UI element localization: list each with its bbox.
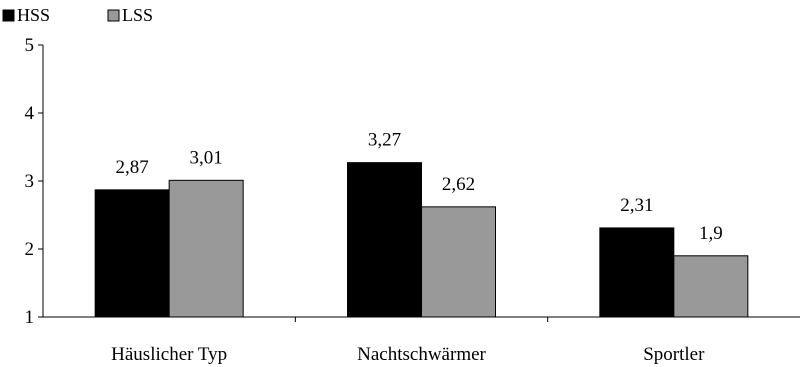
y-tick-label: 5 [25, 35, 35, 56]
legend-label: HSS [17, 5, 50, 25]
bar-lss [168, 179, 244, 318]
y-tick-label: 3 [25, 171, 35, 192]
data-label: 2,62 [442, 174, 475, 195]
bar-lss [673, 255, 749, 318]
bars [94, 162, 749, 318]
data-label: 1,9 [699, 223, 723, 244]
bar-hss [599, 227, 675, 318]
data-label: 3,27 [368, 130, 401, 151]
x-tick-label: Häuslicher Typ [111, 344, 227, 365]
legend-swatch-lss [107, 9, 120, 22]
y-tick-label: 2 [25, 239, 35, 260]
x-tick-label: Nachtschwärmer [357, 344, 486, 365]
bar-lss [421, 206, 496, 318]
bar-hss [347, 162, 422, 318]
legend-swatch-hss [2, 9, 15, 22]
data-label: 2,87 [116, 157, 149, 178]
legend-label: LSS [122, 5, 153, 25]
x-tick-label: Sportler [643, 344, 705, 365]
y-tick-label: 4 [25, 103, 35, 124]
legend: HSS LSS [2, 5, 153, 25]
data-label: 3,01 [190, 147, 223, 168]
data-labels: 2,87 3,27 2,31 3,01 2,62 1,9 [116, 130, 723, 244]
data-label: 2,31 [620, 195, 653, 216]
bar-hss [94, 189, 170, 318]
y-tick-label: 1 [25, 307, 35, 328]
